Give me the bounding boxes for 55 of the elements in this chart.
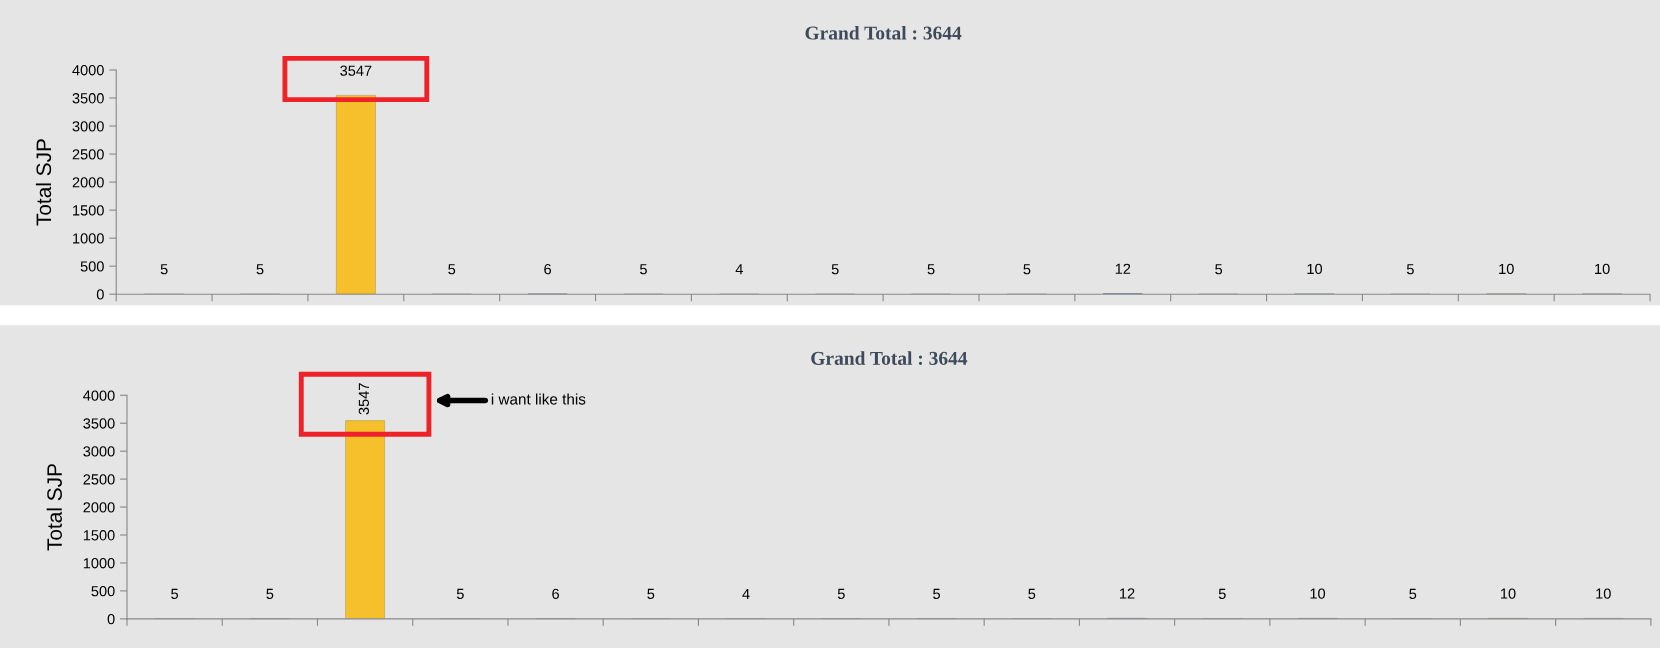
- data-label: 3547: [358, 383, 370, 415]
- data-label: 5: [1406, 264, 1414, 275]
- y-tick-label: 500: [91, 586, 115, 597]
- data-label: 5: [1215, 264, 1223, 275]
- data-label: 10: [1595, 263, 1610, 275]
- y-tick-label: 2500: [83, 474, 115, 485]
- y-tick-label: 3000: [83, 446, 115, 457]
- y-tick-label: 2000: [72, 177, 104, 188]
- data-label: 10: [1307, 263, 1323, 275]
- y-tick-label: 3500: [83, 418, 115, 429]
- chart-title: Grand Total : 3644: [811, 351, 968, 365]
- y-tick-label: 3000: [72, 121, 104, 132]
- y-axis-title: Total SJP: [46, 464, 62, 551]
- data-label: 5: [1023, 264, 1031, 275]
- y-tick-label: 4000: [83, 390, 115, 401]
- y-tick-label: 0: [96, 289, 104, 300]
- y-tick-label: 500: [80, 261, 104, 272]
- data-label: 5: [647, 588, 655, 600]
- y-tick-label: 1000: [83, 558, 115, 569]
- data-label: 10: [1310, 588, 1326, 599]
- data-label: 5: [1218, 588, 1226, 600]
- data-label: 5: [266, 588, 274, 600]
- data-label: 10: [1499, 263, 1514, 275]
- data-label: 5: [933, 588, 940, 600]
- data-label: 5: [831, 264, 839, 275]
- data-label: 4: [735, 264, 743, 275]
- data-label: 5: [927, 264, 935, 275]
- y-tick-label: 1500: [83, 530, 115, 541]
- data-label: 5: [171, 588, 179, 600]
- data-label: 4: [742, 588, 750, 599]
- data-label: 10: [1596, 588, 1611, 599]
- y-tick-label: 1500: [73, 205, 104, 216]
- data-label: 10: [1501, 588, 1516, 599]
- data-label: 5: [1409, 588, 1417, 600]
- data-label: 5: [160, 264, 168, 275]
- y-tick-label: 2000: [83, 502, 115, 513]
- data-label: 5: [837, 588, 845, 600]
- y-tick-label: 3500: [72, 93, 104, 104]
- data-label: 6: [544, 263, 552, 275]
- y-tick-label: 2500: [72, 149, 104, 160]
- data-label: 3547: [340, 65, 372, 76]
- data-label: 12: [1120, 588, 1135, 599]
- data-label: 5: [256, 264, 264, 275]
- annotation: i want like this: [491, 393, 586, 405]
- data-label: 5: [456, 588, 464, 600]
- data-label: 5: [448, 264, 456, 275]
- y-axis-title: Total SJP: [35, 139, 52, 226]
- data-label: 12: [1115, 263, 1131, 274]
- y-tick-label: 0: [107, 613, 115, 625]
- y-tick-label: 4000: [72, 65, 104, 76]
- data-label: 6: [552, 588, 559, 599]
- data-label: 5: [1028, 588, 1036, 600]
- y-tick-label: 1000: [73, 233, 104, 244]
- chart-title: Grand Total : 3644: [805, 25, 962, 40]
- data-label: 5: [639, 264, 647, 275]
